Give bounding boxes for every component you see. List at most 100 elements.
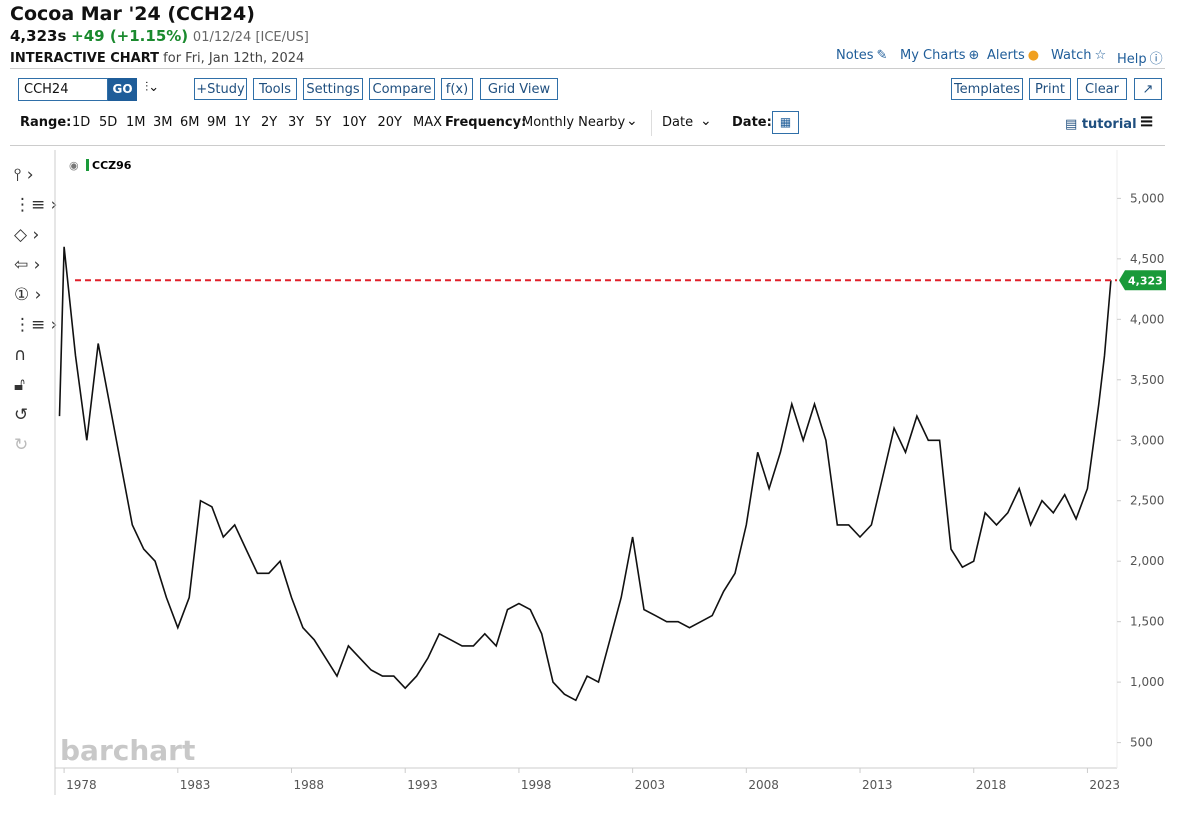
frequency-label: Frequency:: [445, 115, 527, 130]
x-tick-label: 1998: [521, 778, 552, 792]
expand-button[interactable]: ↗: [1134, 78, 1162, 100]
watermark: barchart: [60, 734, 195, 767]
title: Cocoa Mar '24 (CCH24): [10, 3, 255, 25]
tool[interactable]: ⋮≡ ›: [14, 315, 58, 335]
top-link[interactable]: Help ⓘ: [1117, 48, 1163, 67]
chart-type-selector[interactable]: ⫶⌄: [145, 80, 160, 95]
toolbar-button[interactable]: Settings: [303, 78, 363, 100]
chart-heading: INTERACTIVE CHART for Fri, Jan 12th, 202…: [10, 51, 304, 66]
divider: [10, 145, 1165, 146]
toolbar-button[interactable]: Templates: [951, 78, 1023, 100]
x-tick-label: 1983: [180, 778, 211, 792]
top-link[interactable]: My Charts ⊕: [900, 48, 979, 63]
chart-date: for Fri, Jan 12th, 2024: [163, 51, 305, 66]
x-tick-label: 1993: [407, 778, 438, 792]
legend-swatch: [86, 159, 89, 171]
range-option[interactable]: 5D: [99, 115, 118, 130]
date-mode[interactable]: Date: [662, 115, 694, 130]
top-link-text[interactable]: Watch: [1051, 48, 1092, 63]
top-link-icon[interactable]: ☆: [1094, 48, 1107, 63]
top-link-text[interactable]: Alerts: [987, 48, 1025, 63]
toolbar-button[interactable]: +Study: [194, 78, 247, 100]
range-option[interactable]: 20Y: [377, 115, 402, 130]
tool[interactable]: ⋮≡ ›: [14, 195, 58, 215]
price: 4,323s: [10, 27, 67, 45]
x-tick-label: 2018: [976, 778, 1007, 792]
calendar-button[interactable]: ▦: [772, 111, 799, 134]
range-label: Range:: [20, 115, 72, 130]
top-link-icon[interactable]: ✎: [876, 48, 888, 63]
x-tick-label: 2023: [1089, 778, 1120, 792]
top-link[interactable]: Notes ✎: [836, 48, 887, 63]
range-option[interactable]: 1D: [72, 115, 91, 130]
top-link-text[interactable]: Help: [1117, 52, 1147, 67]
x-tick-label: 2013: [862, 778, 893, 792]
tutorial-text[interactable]: tutorial: [1081, 117, 1137, 132]
date-chevron[interactable]: ⌄: [700, 113, 712, 129]
divider: [10, 68, 1165, 69]
top-link[interactable]: Watch ☆: [1051, 48, 1106, 63]
y-tick-label: 4,500: [1130, 252, 1164, 266]
tool[interactable]: ↺: [14, 405, 29, 425]
range-option[interactable]: 9M: [207, 115, 227, 130]
symbol-input[interactable]: CCH24: [18, 78, 108, 101]
y-tick-label: 3,000: [1130, 433, 1164, 447]
tool[interactable]: ① ›: [14, 285, 42, 305]
toolbar-button[interactable]: Clear: [1077, 78, 1127, 100]
y-tick-label: 4,000: [1130, 312, 1164, 326]
toolbar-button[interactable]: Compare: [369, 78, 435, 100]
range-option[interactable]: MAX: [413, 115, 443, 130]
tool[interactable]: 🔓︎: [14, 375, 26, 395]
menu-button[interactable]: ≡: [1139, 111, 1155, 132]
y-tick-label: 1,000: [1130, 675, 1164, 689]
x-tick-label: 1978: [66, 778, 97, 792]
y-tick-label: 3,500: [1130, 373, 1164, 387]
toolbar-button[interactable]: Print: [1029, 78, 1071, 100]
top-link-text[interactable]: Notes: [836, 48, 874, 63]
y-tick-label: 2,000: [1130, 554, 1164, 568]
tool[interactable]: ⇦ ›: [14, 255, 41, 275]
range-option[interactable]: 5Y: [315, 115, 332, 130]
date-label: Date:: [732, 115, 772, 130]
change: +49 (+1.15%): [71, 27, 189, 45]
x-tick-label: 2008: [748, 778, 779, 792]
price-line: [58, 246, 1112, 702]
range-option[interactable]: 3Y: [288, 115, 305, 130]
top-link-icon[interactable]: ⓘ: [1149, 52, 1163, 67]
y-tick-label: 5,000: [1130, 191, 1164, 205]
tutorial-link[interactable]: ▤ tutorial: [1065, 117, 1137, 132]
top-link-icon[interactable]: ⊕: [968, 48, 980, 63]
range-option[interactable]: 1M: [126, 115, 146, 130]
tool[interactable]: ⫯ ›: [14, 165, 34, 185]
range-option[interactable]: 1Y: [234, 115, 251, 130]
range-option[interactable]: 2Y: [261, 115, 278, 130]
drawing-tools: ⫯ › ⋮≡ › ◇ › ⇦ › ① › ⋮≡ › ∩ 🔓︎ ↺ ↻: [14, 160, 57, 460]
quote-info: 01/12/24 [ICE/US]: [192, 30, 309, 45]
y-tick-label: 1,500: [1130, 615, 1164, 629]
y-tick-label: 500: [1130, 736, 1153, 750]
tool[interactable]: ∩: [14, 345, 27, 365]
top-link[interactable]: Alerts ●: [987, 48, 1039, 63]
tool[interactable]: ↻: [14, 435, 29, 455]
frequency-chevron[interactable]: ⌄: [626, 113, 638, 129]
quote: 4,323s +49 (+1.15%) 01/12/24 [ICE/US]: [10, 27, 309, 45]
last-price-tag: [1119, 270, 1166, 291]
top-link-icon[interactable]: ●: [1027, 48, 1040, 63]
legend-label: CCZ96: [92, 159, 132, 172]
toolbar-button[interactable]: Tools: [253, 78, 297, 100]
top-link-text[interactable]: My Charts: [900, 48, 966, 63]
toolbar-button[interactable]: Grid View: [480, 78, 558, 100]
toolbar-button[interactable]: f(x): [441, 78, 473, 100]
range-option[interactable]: 10Y: [342, 115, 367, 130]
range-option[interactable]: 3M: [153, 115, 173, 130]
legend-eye: ◉: [69, 159, 79, 172]
go-button[interactable]: GO: [108, 78, 137, 101]
last-price-label: 4,323: [1128, 274, 1163, 287]
separator: [651, 110, 652, 136]
tool[interactable]: ◇ ›: [14, 225, 40, 245]
range-option[interactable]: 6M: [180, 115, 200, 130]
x-tick-label: 2003: [635, 778, 666, 792]
frequency-value[interactable]: Monthly Nearby: [522, 115, 626, 130]
